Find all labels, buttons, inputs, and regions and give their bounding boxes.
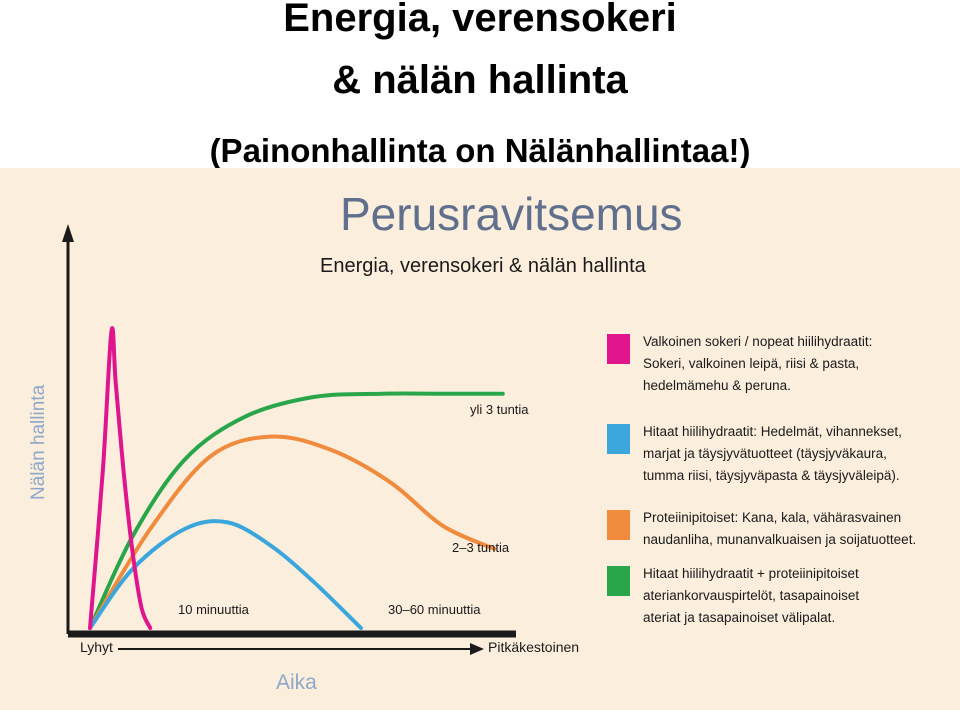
legend-text-blue-1: Hitaat hiilihydraatit: Hedelmät, vihanne… xyxy=(643,424,902,439)
legend: Valkoinen sokeri / nopeat hiilihydraatit… xyxy=(607,334,916,625)
series-line-pink xyxy=(88,326,153,630)
series-layer: 10 minuuttia 30–60 minuuttia 2–3 tuntia yli… xyxy=(88,326,529,630)
legend-text-pink-1: Valkoinen sokeri / nopeat hiilihydraatit… xyxy=(643,334,872,349)
time-arrow-icon xyxy=(470,643,484,655)
chart-heading: Perusravitsemus xyxy=(340,188,683,240)
x-axis-start-label: Lyhyt xyxy=(80,639,113,655)
legend-text-blue-3: tumma riisi, täysjyväpasta & täysjyvälei… xyxy=(643,468,900,483)
chart-axes xyxy=(62,224,516,655)
legend-text-green-2: ateriankorvauspirtelöt, tasapainoiset xyxy=(643,588,859,603)
legend-text-orange-1: Proteiinipitoiset: Kana, kala, vähärasva… xyxy=(643,510,901,525)
series-duration-label-green: yli 3 tuntia xyxy=(470,402,529,417)
legend-text-pink-2: Sokeri, valkoinen leipä, riisi & pasta, xyxy=(643,356,859,371)
series-duration-label-pink: 10 minuuttia xyxy=(178,602,250,617)
legend-text-green-3: ateriat ja tasapainoiset välipalat. xyxy=(643,610,835,625)
legend-swatch-blue xyxy=(607,424,630,454)
slide-title-line-2: & nälän hallinta xyxy=(332,58,628,102)
chart-svg: Perusravitsemus Energia, verensokeri & n… xyxy=(28,188,916,694)
series-duration-label-orange: 2–3 tuntia xyxy=(452,540,510,555)
legend-text-blue-2: marjat ja täysjyvätuotteet (täysjyväkaur… xyxy=(643,446,887,461)
y-axis-label: Nälän hallinta xyxy=(28,384,49,500)
legend-swatch-orange xyxy=(607,510,630,540)
series-line-orange xyxy=(88,434,497,630)
legend-swatch-green xyxy=(607,566,630,596)
x-axis-end-label: Pitkäkestoinen xyxy=(488,639,579,655)
y-axis-arrow-icon xyxy=(62,224,74,242)
legend-text-pink-3: hedelmämehu & peruna. xyxy=(643,378,791,393)
legend-text-orange-2: naudanliha, munanvalkuaisen ja soijatuot… xyxy=(643,532,916,547)
slide-title-line-1: Energia, verensokeri xyxy=(283,0,677,40)
chart-panel: Perusravitsemus Energia, verensokeri & n… xyxy=(0,168,960,710)
legend-swatch-pink xyxy=(607,334,630,364)
series-duration-label-blue: 30–60 minuuttia xyxy=(388,602,481,617)
x-axis-label: Aika xyxy=(276,671,317,694)
slide-subtitle: (Painonhallinta on Nälänhallintaa!) xyxy=(209,132,751,169)
chart-title: Energia, verensokeri & nälän hallinta xyxy=(320,255,647,277)
series-line-green xyxy=(88,391,505,630)
legend-text-green-1: Hitaat hiilihydraatit + proteiinipitoise… xyxy=(643,566,859,581)
